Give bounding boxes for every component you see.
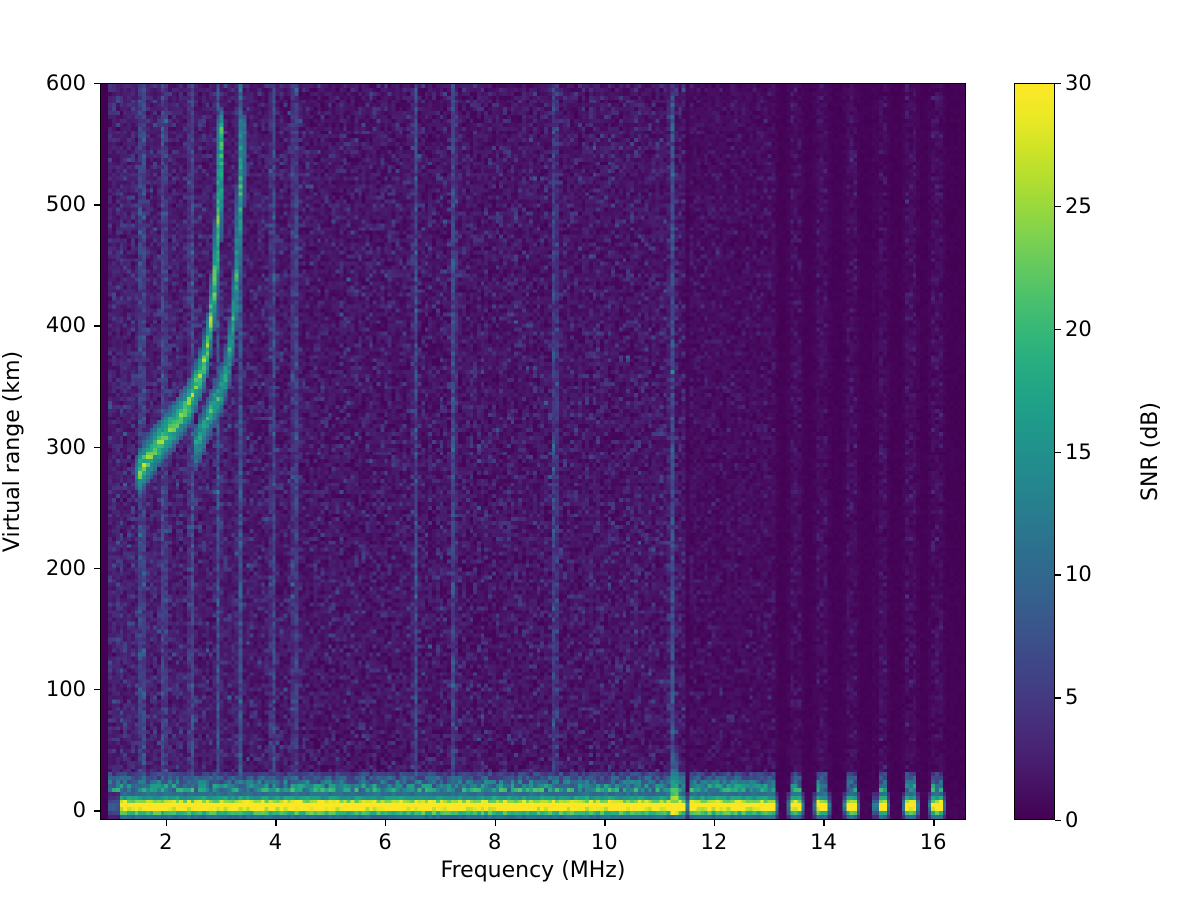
colorbar-tick-mark <box>1055 205 1061 208</box>
x-tick-label: 2 <box>159 830 173 854</box>
x-tick-label: 14 <box>810 830 837 854</box>
colorbar-tick-label: 5 <box>1065 685 1079 710</box>
y-tick-label: 500 <box>45 192 86 217</box>
x-tick-mark <box>604 820 606 826</box>
colorbar-tick-label: 30 <box>1065 71 1092 95</box>
colorbar-tick-mark <box>1055 83 1061 85</box>
y-tick-label: 400 <box>45 313 86 338</box>
x-tick-mark <box>494 820 497 826</box>
colorbar-tick-mark <box>1055 820 1061 822</box>
y-tick-label: 300 <box>45 434 86 459</box>
colorbar-tick-mark <box>1055 451 1061 453</box>
colorbar-tick-mark <box>1055 697 1061 699</box>
y-tick-mark <box>94 83 100 85</box>
y-tick-mark <box>94 810 100 812</box>
x-tick-mark <box>933 820 935 826</box>
y-tick-mark <box>94 689 100 691</box>
colorbar-tick-label: 25 <box>1065 193 1092 218</box>
ionogram-plot-area <box>100 83 966 820</box>
x-tick-mark <box>275 820 277 826</box>
x-tick-label: 4 <box>268 830 283 854</box>
y-tick-label: 200 <box>45 555 86 580</box>
x-tick-label: 6 <box>378 830 392 854</box>
y-axis-label: Virtual range (km) <box>0 350 25 553</box>
y-tick-mark <box>94 204 100 206</box>
y-tick-mark <box>94 567 100 570</box>
x-tick-label: 16 <box>919 830 947 854</box>
x-tick-label: 12 <box>700 830 728 854</box>
x-tick-label: 10 <box>590 830 618 854</box>
x-tick-mark <box>713 820 716 826</box>
colorbar-tick-mark <box>1055 328 1061 331</box>
y-tick-mark <box>94 325 100 327</box>
colorbar-tick-label: 15 <box>1065 439 1092 464</box>
y-tick-label: 600 <box>45 71 86 95</box>
x-tick-mark <box>385 820 387 826</box>
ionogram-heatmap <box>101 84 965 819</box>
colorbar <box>1014 83 1055 820</box>
colorbar-tick-label: 20 <box>1065 316 1092 341</box>
x-tick-mark <box>165 820 168 826</box>
colorbar-tick-label: 0 <box>1065 808 1079 832</box>
colorbar-tick-label: 10 <box>1065 562 1092 587</box>
colorbar-tick-mark <box>1055 574 1061 576</box>
y-tick-label: 0 <box>72 798 86 823</box>
y-tick-label: 100 <box>45 677 86 702</box>
y-tick-mark <box>94 446 100 449</box>
colorbar-label: SNR (dB) <box>1138 402 1163 501</box>
colorbar-gradient <box>1015 84 1054 819</box>
x-tick-mark <box>823 820 825 826</box>
x-tick-label: 8 <box>487 830 502 854</box>
x-axis-label: Frequency (MHz) <box>440 858 626 883</box>
